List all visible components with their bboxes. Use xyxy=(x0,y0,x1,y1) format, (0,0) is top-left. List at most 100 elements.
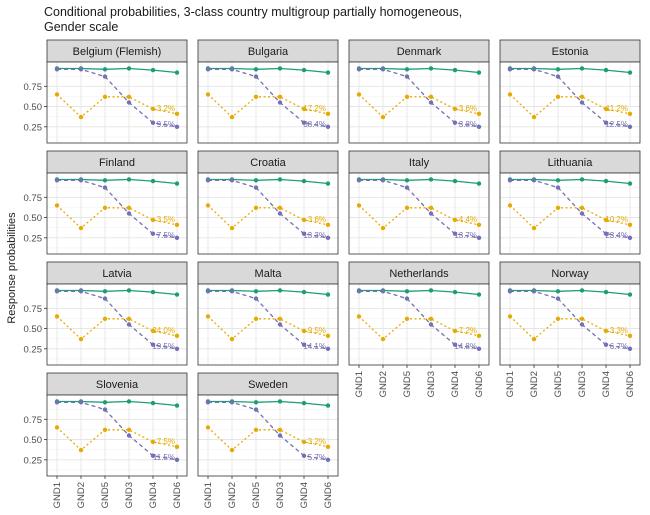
data-point-class-1-gnd6 xyxy=(325,292,331,297)
panel-plot-area-slovenia xyxy=(47,395,187,476)
series-line-class-2 xyxy=(509,315,631,340)
data-point-class-1-gnd6 xyxy=(174,70,180,75)
data-point-class-2-gnd4 xyxy=(301,439,307,445)
x-tick-label: GND2 xyxy=(76,482,87,508)
data-point-class-3-gnd2 xyxy=(229,67,235,72)
x-tick-label: GND1 xyxy=(354,371,365,397)
data-point-class-1-gnd6 xyxy=(627,292,633,297)
data-point-class-3-gnd3 xyxy=(428,211,434,216)
data-point-class-3-gnd5 xyxy=(404,296,410,301)
data-point-class-3-gnd4 xyxy=(603,120,609,125)
series-line-class-1 xyxy=(510,289,631,296)
data-point-class-2-gnd2 xyxy=(78,447,84,453)
data-point-class-3-gnd6 xyxy=(174,235,180,240)
data-point-class-1-gnd6 xyxy=(476,70,482,75)
data-point-class-1-gnd6 xyxy=(325,403,331,408)
series-line-class-1 xyxy=(208,178,329,185)
data-point-class-2-gnd4 xyxy=(301,328,307,334)
data-point-class-3-gnd5 xyxy=(404,74,410,79)
data-point-class-3-gnd4 xyxy=(452,231,458,236)
panel-plot-area-denmark xyxy=(349,62,489,143)
class3-share-label-estonia: 12.5% xyxy=(605,120,628,129)
panel-title-sweden: Sweden xyxy=(248,379,288,391)
data-point-class-1-gnd4 xyxy=(150,67,156,73)
data-point-class-2-gnd5 xyxy=(404,205,410,211)
data-point-class-2-gnd4 xyxy=(301,217,307,223)
data-point-class-2-gnd6 xyxy=(325,222,331,228)
data-point-class-3-gnd4 xyxy=(301,342,307,347)
data-point-class-2-gnd2 xyxy=(380,114,386,120)
panel-title-estonia: Estonia xyxy=(552,46,590,58)
data-point-class-3-gnd3 xyxy=(579,100,585,105)
panel-plot-area-sweden xyxy=(198,395,338,476)
x-tick-label: GND2 xyxy=(529,371,540,397)
panel-border-latvia xyxy=(46,283,188,366)
series-line-class-2 xyxy=(56,93,178,118)
data-point-class-1-gnd5 xyxy=(253,67,259,72)
x-tick-label: GND6 xyxy=(625,371,636,397)
class3-share-label-belgium-flemish: 9.5% xyxy=(157,120,175,129)
data-point-class-2-gnd1 xyxy=(507,203,513,208)
data-point-class-3-gnd6 xyxy=(174,124,180,129)
data-point-class-1-gnd3 xyxy=(126,399,132,404)
data-point-class-1-gnd6 xyxy=(325,70,331,75)
data-point-class-1-gnd6 xyxy=(476,181,482,186)
data-point-class-3-gnd6 xyxy=(627,346,633,351)
data-point-class-2-gnd6 xyxy=(325,444,331,450)
class3-share-label-slovenia: 11.5% xyxy=(153,453,175,462)
data-point-class-3-gnd6 xyxy=(174,346,180,351)
data-point-class-3-gnd1 xyxy=(205,400,211,405)
data-point-class-3-gnd6 xyxy=(476,235,482,240)
data-point-class-2-gnd5 xyxy=(555,205,561,211)
data-point-class-1-gnd6 xyxy=(627,70,633,75)
class3-share-label-netherlands: 14.8% xyxy=(454,342,477,351)
data-point-class-1-gnd4 xyxy=(452,178,458,184)
series-line-class-3 xyxy=(208,179,329,239)
data-point-class-3-gnd2 xyxy=(380,67,386,72)
panel-title-slovenia: Slovenia xyxy=(96,379,139,391)
data-point-class-3-gnd5 xyxy=(404,185,410,190)
data-point-class-1-gnd5 xyxy=(253,289,259,294)
y-tick-label: 0.75 xyxy=(24,82,43,93)
data-point-class-1-gnd4 xyxy=(301,400,307,406)
data-point-class-2-gnd3 xyxy=(428,94,434,100)
x-tick-label: GND6 xyxy=(474,371,485,397)
data-point-class-1-gnd3 xyxy=(277,177,283,182)
data-point-class-1-gnd4 xyxy=(150,400,156,406)
class2-share-label-lithuania: 10.2% xyxy=(605,215,628,224)
data-point-class-3-gnd2 xyxy=(531,67,537,72)
panel-title-norway: Norway xyxy=(551,268,589,280)
data-point-class-3-gnd4 xyxy=(301,453,307,458)
data-point-class-3-gnd3 xyxy=(277,433,283,438)
y-tick-label: 0.25 xyxy=(24,233,43,244)
data-point-class-2-gnd2 xyxy=(78,114,84,120)
data-point-class-3-gnd3 xyxy=(277,211,283,216)
data-point-class-3-gnd1 xyxy=(205,178,211,183)
panel-border-finland xyxy=(46,172,188,255)
class2-share-label-belgium-flemish: 3.2% xyxy=(157,104,175,113)
x-tick-label: GND6 xyxy=(172,482,183,508)
data-point-class-2-gnd2 xyxy=(229,225,235,231)
data-point-class-2-gnd2 xyxy=(78,336,84,342)
class2-share-label-estonia: 11.2% xyxy=(606,104,628,113)
data-point-class-2-gnd5 xyxy=(253,427,259,433)
series-line-class-2 xyxy=(358,315,480,340)
x-tick-label: GND3 xyxy=(124,482,135,508)
panel-border-bulgaria xyxy=(197,61,339,144)
class2-share-label-denmark: 3.6% xyxy=(459,104,477,113)
x-tick-label: GND6 xyxy=(323,482,334,508)
data-point-class-1-gnd6 xyxy=(627,181,633,186)
data-point-class-2-gnd1 xyxy=(205,425,211,430)
panel-title-lithuania: Lithuania xyxy=(548,157,594,169)
y-tick-label: 0.75 xyxy=(24,415,43,426)
class2-share-label-slovenia: 7.5% xyxy=(157,437,175,446)
data-point-class-1-gnd3 xyxy=(579,177,585,182)
panel-title-croatia: Croatia xyxy=(250,157,286,169)
class3-share-label-sweden: 5.7% xyxy=(308,453,326,462)
data-point-class-2-gnd1 xyxy=(205,314,211,319)
data-point-class-2-gnd4 xyxy=(150,439,156,445)
data-point-class-2-gnd6 xyxy=(174,111,180,117)
data-point-class-3-gnd1 xyxy=(356,67,362,72)
class3-share-label-lithuania: 23.4% xyxy=(605,231,628,240)
data-point-class-3-gnd5 xyxy=(102,407,108,412)
